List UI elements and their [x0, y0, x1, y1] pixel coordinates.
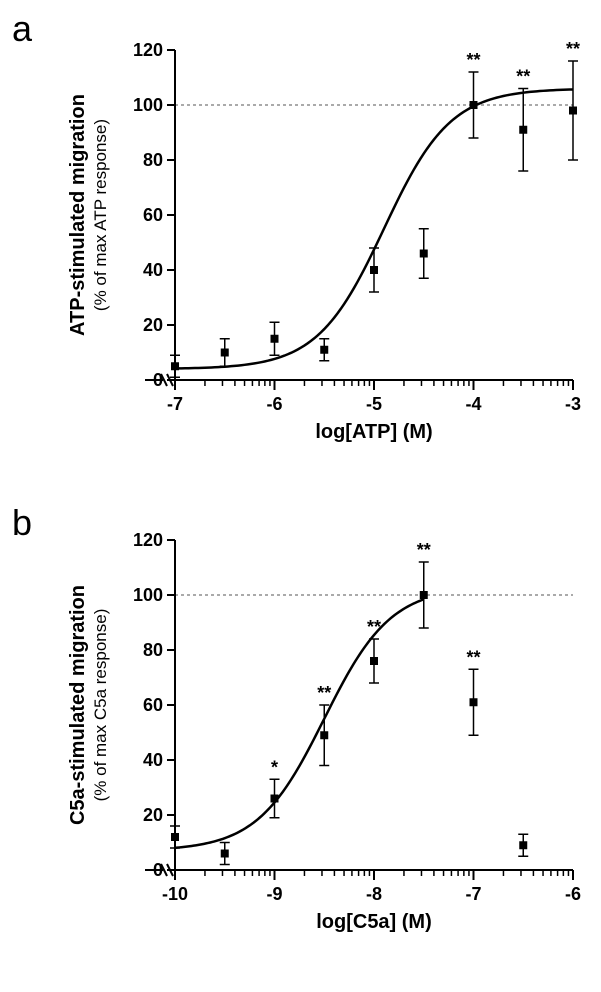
significance-marker: **	[566, 39, 580, 59]
fit-curve	[175, 599, 424, 847]
data-point	[321, 346, 328, 353]
svg-text:40: 40	[143, 260, 163, 280]
svg-text:120: 120	[133, 530, 163, 550]
panel-label-b: b	[12, 502, 32, 544]
svg-text:-7: -7	[167, 394, 183, 414]
data-point	[271, 795, 278, 802]
svg-text:120: 120	[133, 40, 163, 60]
chart-a: 020406080100120-7-6-5-4-3log[ATP] (M)ATP…	[40, 20, 600, 460]
data-point	[420, 592, 427, 599]
data-point	[271, 335, 278, 342]
data-point	[221, 850, 228, 857]
svg-text:-8: -8	[366, 884, 382, 904]
panel-label-a: a	[12, 8, 32, 50]
svg-text:40: 40	[143, 750, 163, 770]
svg-text:20: 20	[143, 315, 163, 335]
significance-marker: **	[317, 683, 331, 703]
data-point	[221, 349, 228, 356]
y-axis-title-line2: (% of max C5a response)	[91, 609, 110, 802]
svg-text:100: 100	[133, 95, 163, 115]
svg-text:80: 80	[143, 150, 163, 170]
data-point	[420, 250, 427, 257]
data-point	[470, 699, 477, 706]
significance-marker: **	[466, 647, 480, 667]
chart-b: 020406080100120-10-9-8-7-6log[C5a] (M)C5…	[40, 510, 600, 970]
data-point	[371, 658, 378, 665]
data-point	[172, 363, 179, 370]
significance-marker: **	[466, 50, 480, 70]
svg-text:20: 20	[143, 805, 163, 825]
x-axis-title: log[C5a] (M)	[316, 911, 432, 933]
svg-text:-6: -6	[565, 884, 581, 904]
svg-text:60: 60	[143, 205, 163, 225]
svg-text:80: 80	[143, 640, 163, 660]
data-point	[570, 107, 577, 114]
svg-text:100: 100	[133, 585, 163, 605]
data-point	[321, 732, 328, 739]
y-axis-title-line1: ATP-stimulated migration	[67, 94, 89, 336]
svg-text:-10: -10	[162, 884, 188, 904]
data-point	[172, 834, 179, 841]
svg-text:-3: -3	[565, 394, 581, 414]
data-point	[470, 102, 477, 109]
figure-page: a 020406080100120-7-6-5-4-3log[ATP] (M)A…	[0, 0, 601, 992]
significance-marker: **	[417, 540, 431, 560]
y-axis-title-line1: C5a-stimulated migration	[67, 585, 89, 825]
significance-marker: **	[516, 67, 530, 87]
significance-marker: **	[367, 617, 381, 637]
x-axis-title: log[ATP] (M)	[315, 421, 432, 443]
svg-text:60: 60	[143, 695, 163, 715]
svg-text:-5: -5	[366, 394, 382, 414]
svg-text:-7: -7	[465, 884, 481, 904]
data-point	[520, 842, 527, 849]
svg-text:-4: -4	[465, 394, 481, 414]
svg-text:-9: -9	[266, 884, 282, 904]
svg-text:-6: -6	[266, 394, 282, 414]
data-point	[520, 126, 527, 133]
y-axis-title-line2: (% of max ATP response)	[91, 119, 110, 311]
fit-curve	[175, 89, 573, 368]
data-point	[371, 267, 378, 274]
significance-marker: *	[271, 757, 278, 777]
